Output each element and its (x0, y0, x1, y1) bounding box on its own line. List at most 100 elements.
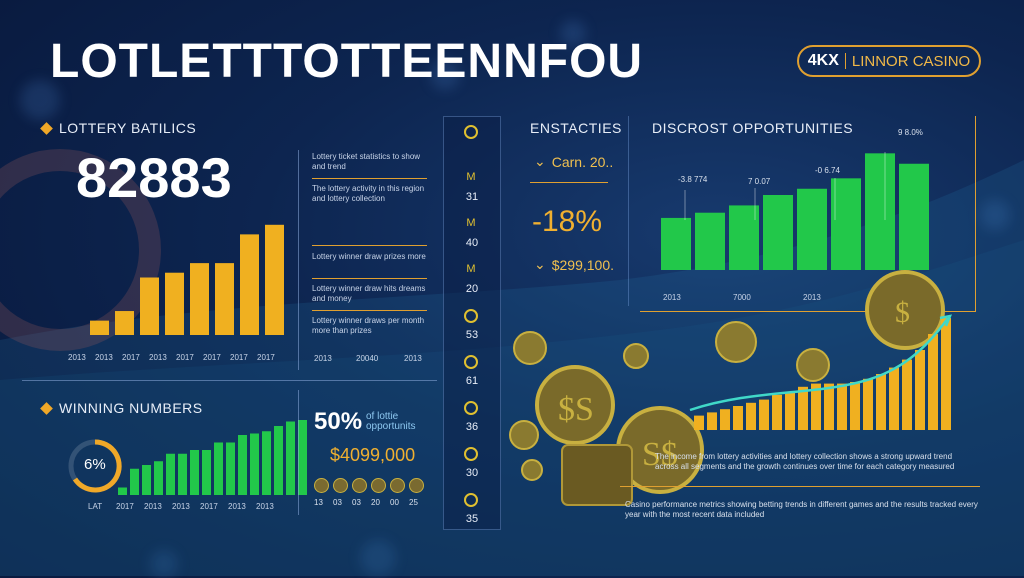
lottery-bar (115, 311, 134, 335)
opportunities-bar (763, 195, 793, 270)
growth-bar (902, 359, 912, 430)
winning-bar (178, 453, 187, 495)
middle-column-value: 30 (465, 467, 479, 479)
growth-bar (707, 412, 717, 430)
svg-text:$S: $S (558, 391, 594, 428)
growth-bar (798, 386, 808, 430)
winning-bar (250, 433, 259, 495)
coin-dot-icon (409, 478, 424, 493)
note-rule (312, 178, 427, 179)
note-rule (312, 278, 427, 279)
lottery-note-2: The lottery activity in this region and … (312, 184, 425, 203)
m-icon: M (466, 217, 476, 229)
enstactics-rule (530, 182, 608, 183)
winning-axis-label: LAT (88, 502, 102, 511)
winning-axis-label: 2013 (228, 502, 246, 511)
lottery-note-4: Lottery winner draw hits dreams and mone… (312, 284, 426, 303)
growth-paragraph-2: Casino performance metrics showing betti… (625, 500, 978, 519)
coin-dot-icon (333, 478, 348, 493)
lottery-axis-label: 2013 (95, 353, 113, 362)
coin-dot-icon (314, 478, 329, 493)
lottery-bar (265, 224, 284, 335)
middle-column-value: 36 (465, 421, 479, 433)
roulette-wheel-icon (0, 149, 161, 351)
lottery-section-header: LOTTERY BATILICS (40, 120, 197, 136)
opportunities-label-1: -3.8 774 (678, 175, 708, 184)
opportunities-title: DISCROST OPPORTUNITIES (652, 120, 854, 136)
enstactics-line-2: ⌄ $299,100. (534, 256, 614, 273)
opportunities-bar (661, 217, 691, 270)
m-icon: M (466, 263, 476, 275)
coin-dot-icon (352, 478, 367, 493)
winning-bar (262, 431, 271, 495)
winning-bar (190, 450, 199, 495)
winning-bar (130, 468, 139, 495)
enstactics-line-1: ⌄ Carn. 20.. (534, 153, 613, 170)
middle-column-value: 40 (465, 237, 479, 249)
middle-column-value: 61 (465, 375, 479, 387)
brand-badge[interactable]: 4KX LINNOR CASINO (797, 45, 981, 77)
enstactics-panel (508, 116, 629, 306)
middle-column-value: 53 (465, 329, 479, 341)
winning-bar (214, 442, 223, 495)
lottery-bar-chart: 2013 2013 2017 2013 2017 2017 2017 2017 (68, 224, 284, 362)
circle-icon (464, 309, 478, 323)
opportunities-bar-chart: 2013700020132013 (661, 152, 929, 302)
winning-title: WINNING NUMBERS (59, 400, 203, 416)
lottery-bar (240, 234, 259, 335)
winning-axis-label: 2013 (172, 502, 190, 511)
lottery-note-5: Lottery winner draws per month more than… (312, 316, 425, 335)
growth-bar (720, 409, 730, 430)
lottery-axis-label: 2017 (122, 353, 140, 362)
growth-bar (928, 334, 938, 430)
note-axis-label-2: 20040 (356, 354, 379, 363)
lottery-axis-label: 2017 (203, 353, 221, 362)
note-rule (312, 310, 427, 311)
opportunities-axis-label: 2013 (803, 293, 821, 302)
middle-column-value: 35 (465, 513, 479, 525)
badge-left-label: 4KX (807, 52, 839, 69)
coin-dot-icon (390, 478, 405, 493)
growth-bar (837, 383, 847, 430)
lottery-axis-label: 2017 (230, 353, 248, 362)
lottery-bar (215, 263, 234, 335)
opportunities-panel (640, 116, 976, 312)
circle-icon (464, 125, 478, 139)
opportunities-top-label: 9 8.0% (898, 128, 923, 137)
growth-bar (876, 374, 886, 430)
winning-axis-label: 2017 (116, 502, 134, 511)
growth-bar (746, 402, 756, 430)
growth-bar (811, 383, 821, 430)
winning-amount: $4099,000 (330, 445, 416, 465)
lottery-axis-label: 2013 (149, 353, 167, 362)
enstactics-line-2-text: $299,100. (551, 256, 615, 273)
opportunities-bar (865, 153, 895, 270)
circle-icon (464, 401, 478, 415)
enstactics-line-1-text: Carn. 20.. (551, 153, 614, 170)
winning-section-header: WINNING NUMBERS (40, 400, 203, 416)
lottery-big-number: 82883 (76, 146, 232, 209)
coin-dot-label: 00 (390, 498, 399, 507)
note-axis-label-3: 2013 (404, 354, 422, 363)
badge-divider (844, 53, 846, 69)
opportunities-label-2: 7 0.07 (748, 177, 771, 186)
lottery-note-1: Lottery ticket statistics to show and tr… (312, 152, 421, 171)
winning-dot-row: 13 03 03 20 00 25 (314, 478, 434, 514)
growth-bar (759, 399, 769, 430)
chevron-down-icon: ⌄ (534, 153, 546, 169)
winning-axis-label: 2013 (256, 502, 274, 511)
middle-column-value: 31 (465, 191, 479, 203)
winning-bar (142, 465, 151, 495)
winning-bar (166, 453, 175, 495)
winning-ring-gauge (68, 439, 122, 493)
lottery-title: LOTTERY BATILICS (59, 120, 197, 136)
winning-bar (202, 450, 211, 495)
growth-bar (941, 318, 951, 430)
svg-text:S$: S$ (642, 436, 678, 473)
badge-right-label: LINNOR CASINO (851, 52, 971, 70)
lottery-axis-label: 2013 (68, 353, 86, 362)
opportunities-bar (899, 163, 929, 270)
chevron-down-icon: ⌄ (534, 256, 546, 272)
lottery-bar (190, 263, 209, 335)
lottery-axis-label: 2017 (257, 353, 275, 362)
